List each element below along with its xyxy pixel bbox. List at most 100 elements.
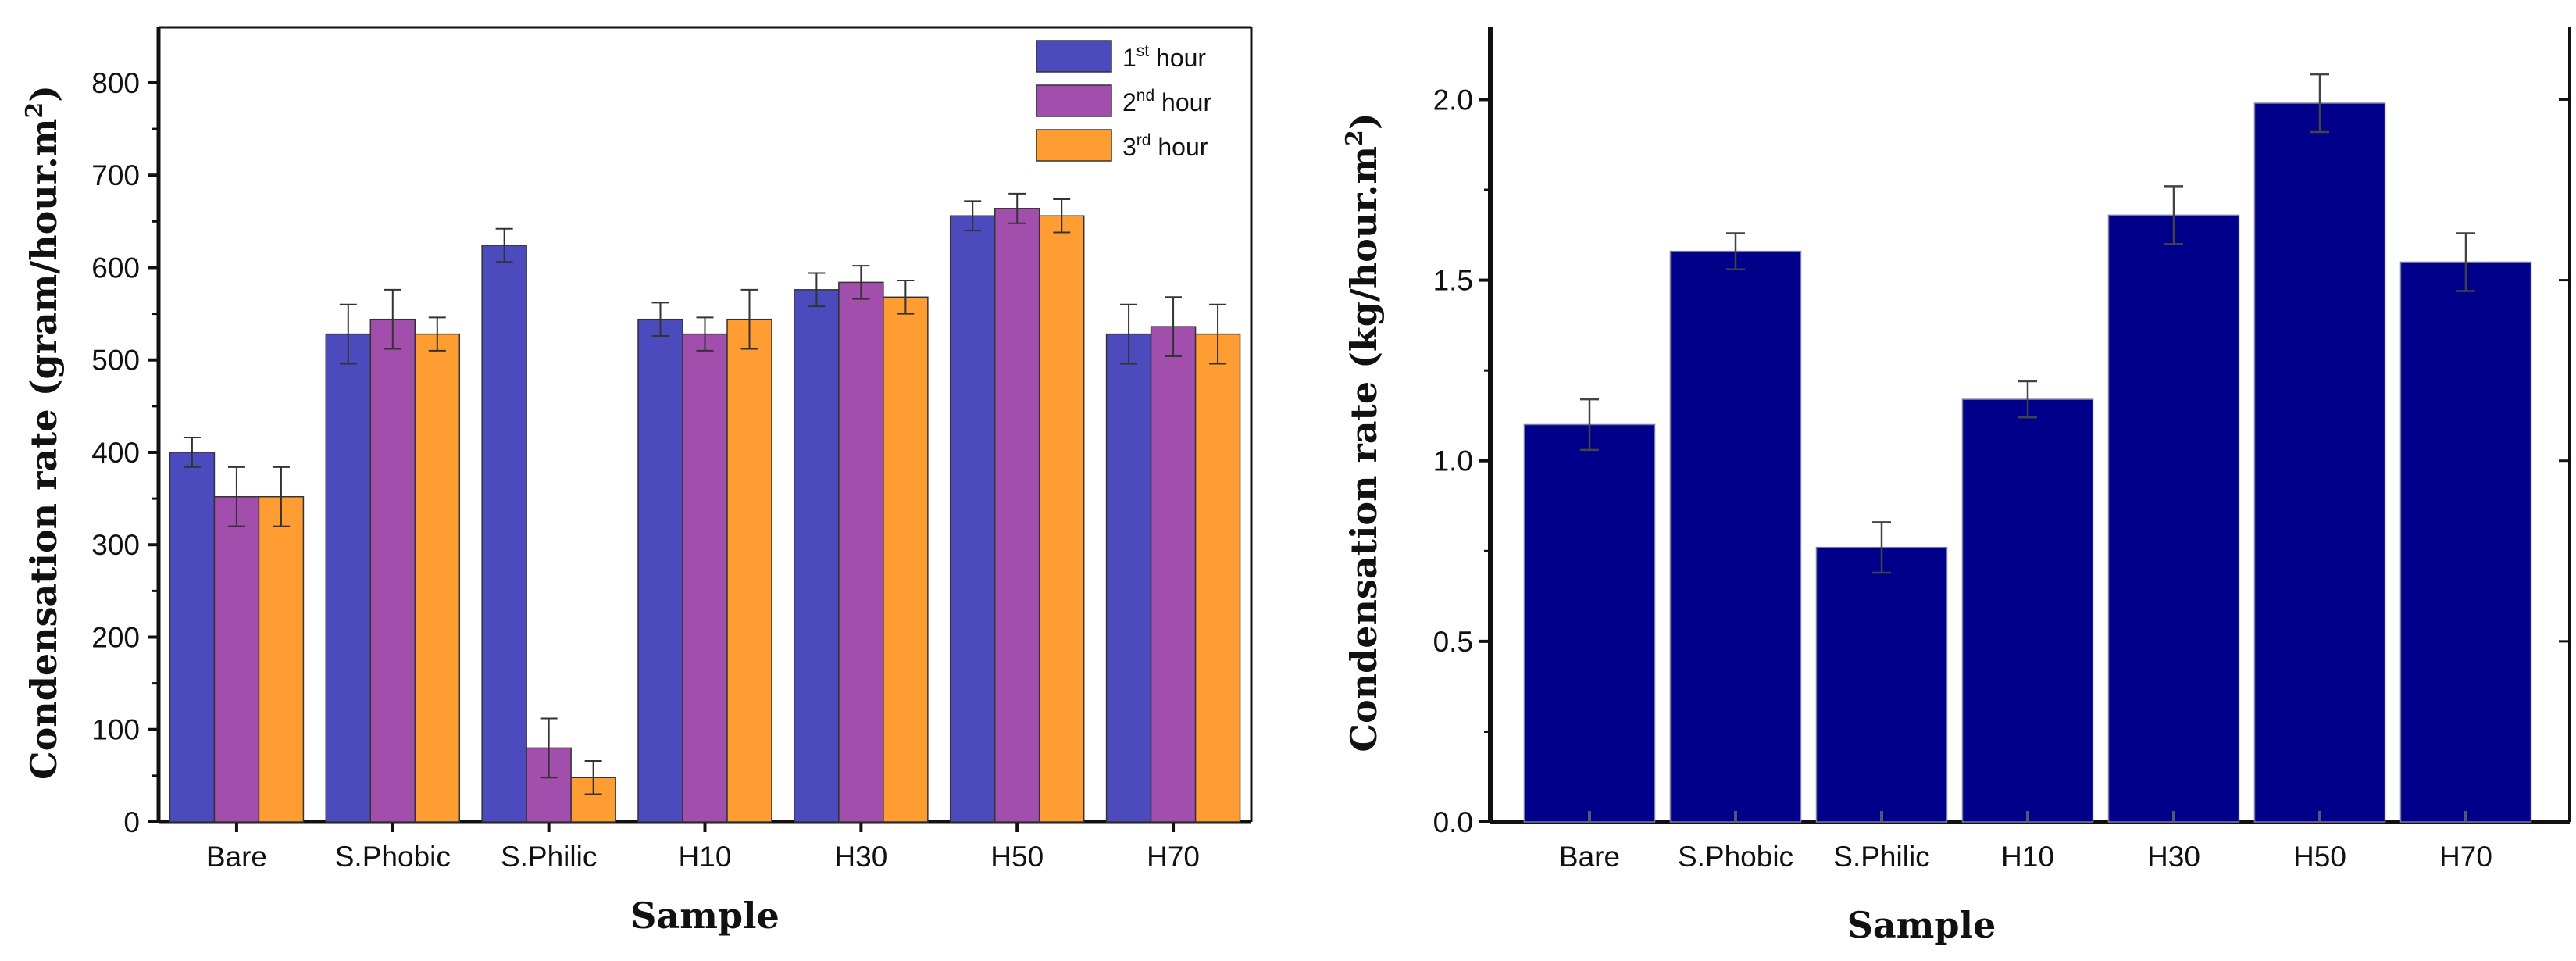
legend-label-3: 3rd hour: [1122, 131, 1208, 161]
bar-h50-series-2: [994, 208, 1040, 823]
y-tick-label: 800: [91, 67, 140, 99]
y-axis-title-close: ): [1343, 113, 1385, 130]
error-bar: [272, 466, 290, 527]
bar-h70-series-1: [1105, 333, 1152, 823]
y-axis-title-close: ): [23, 85, 65, 102]
legend-swatch-2: [1036, 84, 1112, 117]
error-bar: [1726, 232, 1745, 270]
bar-sphilic-series-1: [481, 245, 527, 823]
bar-h70: [2399, 261, 2532, 823]
bar-h70-series-2: [1150, 326, 1197, 823]
x-tick-label: H50: [2293, 841, 2346, 873]
legend-label-2: 2nd hour: [1122, 87, 1211, 116]
bar-h50: [2253, 102, 2386, 823]
x-axis-title: Sample: [1847, 904, 1996, 946]
error-bar: [696, 316, 714, 352]
legend-label-number: 1: [1122, 44, 1136, 72]
bar-sphilic: [1815, 546, 1948, 823]
error-bar: [2310, 73, 2329, 134]
chart-right-total-condensation: 0.0 0.5 1.0 1.5 2.0 Bare S.Phobic S.Philic H10 H3…: [1341, 27, 2571, 946]
bar-sphobic-series-3: [414, 333, 461, 823]
error-bar: [1209, 303, 1227, 365]
error-bar: [2018, 380, 2037, 419]
bar-h10: [1961, 398, 2094, 823]
y-axis-title: Condensation rate (gram/hour.m2): [21, 85, 65, 780]
y-axis-title-main: Condensation rate (kg/hour.m: [1343, 146, 1385, 752]
y-tick-label: 0: [123, 806, 140, 838]
x-tick-label: H10: [2001, 841, 2054, 873]
error-bar: [339, 303, 357, 365]
error-bar: [808, 272, 826, 308]
bar-h50-series-3: [1038, 215, 1085, 823]
y-tick-label: 2.0: [1433, 84, 1473, 116]
y-tick-label: 0.0: [1433, 806, 1473, 838]
legend-label-superscript: rd: [1136, 131, 1151, 149]
x-tick-label: H10: [679, 841, 732, 873]
legend-label-superscript: nd: [1136, 87, 1154, 105]
bar-h10-series-2: [682, 333, 728, 823]
x-tick-label: S.Philic: [1833, 841, 1929, 873]
chart-left-hourly-condensation: 0 100 200 300 400 500 600 700 800 Bare S.Phobic S.P…: [21, 26, 1253, 937]
error-bar: [2164, 185, 2183, 245]
error-bar: [540, 717, 558, 779]
x-tick-label: H30: [834, 841, 887, 873]
legend-label-text: hour: [1151, 133, 1208, 161]
legend-label-text: hour: [1154, 88, 1211, 116]
error-bar: [897, 280, 915, 315]
error-bar: [428, 316, 446, 352]
bar-h10-series-1: [637, 318, 683, 823]
x-tick-label: H50: [990, 841, 1044, 873]
y-tick-label: 600: [91, 252, 140, 284]
error-bar: [1120, 303, 1138, 365]
bar-sphobic-series-2: [369, 318, 416, 823]
error-bar: [964, 200, 982, 232]
bar-bare-series-2: [213, 495, 260, 823]
error-bar: [740, 288, 758, 350]
y-tick-label: 300: [91, 529, 140, 561]
bar-h30-series-3: [883, 296, 929, 823]
legend-label-1: 1st hour: [1122, 42, 1206, 72]
x-tick-label: Bare: [1559, 841, 1620, 873]
error-bar: [1053, 198, 1071, 234]
error-bar: [584, 759, 602, 795]
x-tick-label: S.Phobic: [1678, 841, 1793, 873]
x-tick-label: Bare: [206, 841, 267, 873]
legend-label-text: hour: [1149, 44, 1206, 72]
error-bar: [1580, 398, 1599, 452]
x-tick-label: H70: [2439, 841, 2492, 873]
x-tick-label: H70: [1147, 841, 1200, 873]
y-tick-label: 100: [91, 714, 140, 746]
bar-h30-series-1: [794, 289, 840, 823]
bar-bare-series-1: [169, 452, 216, 823]
legend-label-number: 3: [1122, 133, 1136, 161]
y-tick-label: 1.0: [1433, 445, 1473, 477]
error-bar: [852, 265, 870, 300]
bar-h30-series-2: [838, 281, 884, 823]
bar-bare: [1523, 423, 1656, 823]
bar-h10-series-3: [726, 318, 772, 823]
x-tick-label: H30: [2147, 841, 2200, 873]
error-bar: [2456, 232, 2475, 292]
x-tick-label: S.Philic: [501, 841, 597, 873]
legend-swatch-3: [1036, 129, 1112, 162]
bar-sphobic-series-1: [325, 333, 372, 823]
bar-bare-series-3: [258, 495, 305, 823]
y-tick-label: 500: [91, 345, 140, 377]
y-axis-title-main: Condensation rate (gram/hour.m: [23, 119, 65, 780]
y-axis-title-superscript: 2: [1341, 130, 1368, 146]
error-bar: [227, 466, 245, 527]
bar-h30: [2107, 214, 2240, 823]
y-tick-label: 1.5: [1433, 265, 1473, 297]
bar-h50-series-1: [949, 215, 996, 823]
y-axis-title: Condensation rate (kg/hour.m2): [1341, 113, 1385, 752]
y-tick-label: 400: [91, 437, 140, 469]
x-tick-label: S.Phobic: [335, 841, 451, 873]
error-bar: [384, 288, 401, 350]
y-axis-title-superscript: 2: [21, 102, 48, 119]
bar-sphobic: [1669, 250, 1802, 823]
y-tick-label: 700: [91, 159, 140, 191]
legend-label-number: 2: [1122, 88, 1136, 116]
error-bar: [1872, 521, 1891, 574]
